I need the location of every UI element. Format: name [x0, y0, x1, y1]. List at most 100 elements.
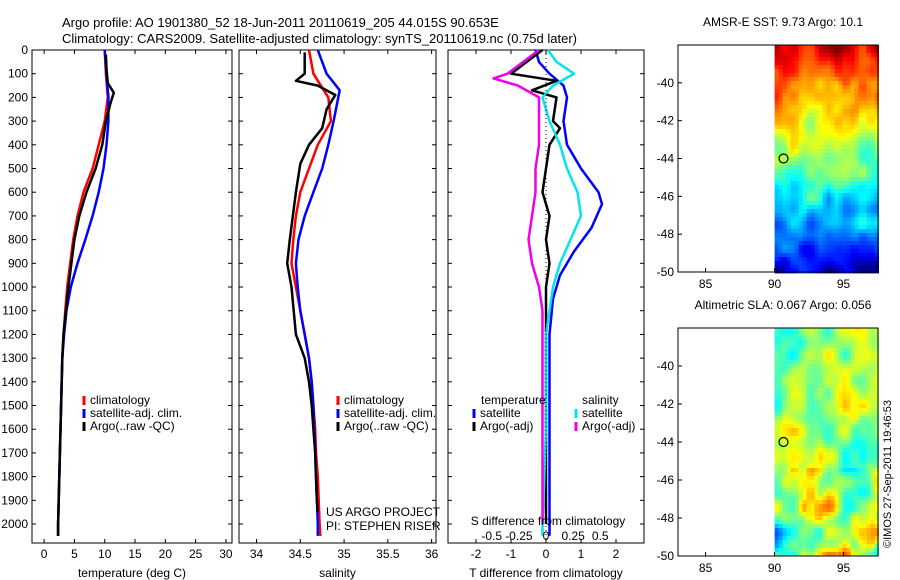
sst_map-cell	[806, 45, 811, 50]
sst_map-cell	[794, 85, 799, 90]
sla_map-cell	[822, 452, 827, 457]
sla_map-cell	[858, 420, 863, 425]
sla_map-cell	[834, 540, 839, 545]
sst_map-cell	[862, 113, 867, 118]
sla_map-cell	[834, 500, 839, 505]
sla_map-cell	[774, 528, 779, 533]
sst_map-ytick-label: -46	[657, 189, 675, 203]
sst_map-cell	[790, 213, 795, 218]
sla_map-cell	[786, 360, 791, 365]
temperature-ytick-label: 500	[8, 162, 28, 176]
sst_map-cell	[842, 45, 847, 50]
sla_map-cell	[814, 444, 819, 449]
sst_map-cell	[810, 149, 815, 154]
sla_map-cell	[854, 368, 859, 373]
sla_map-cell	[870, 524, 875, 529]
sla_map-cell	[810, 396, 815, 401]
sst_map-cell	[794, 261, 799, 266]
sst_map-cell	[862, 225, 867, 230]
sst_map-cell	[802, 265, 807, 270]
sst_map-cell	[846, 245, 851, 250]
sla_map-cell	[826, 352, 831, 357]
sst_map-cell	[846, 149, 851, 154]
sst_map-cell	[862, 77, 867, 82]
sst_map-cell	[858, 181, 863, 186]
sst_map-cell	[774, 61, 779, 66]
sla_map-cell	[870, 452, 875, 457]
sla_map-cell	[846, 392, 851, 397]
sla_map-cell	[786, 528, 791, 533]
sst_map-cell	[826, 153, 831, 158]
sst_map-cell	[842, 209, 847, 214]
sla_map-cell	[778, 352, 783, 357]
sst_map-cell	[874, 85, 879, 90]
sla_map-cell	[778, 428, 783, 433]
sst_map-cell	[782, 61, 787, 66]
sla_map-cell	[842, 360, 847, 365]
sst_map-cell	[838, 217, 843, 222]
sla_map-field	[774, 328, 879, 557]
sst_map-cell	[874, 165, 879, 170]
sst_map-cell	[778, 109, 783, 114]
sst_map-cell	[830, 233, 835, 238]
sla_map-cell	[814, 436, 819, 441]
sla_map-cell	[866, 388, 871, 393]
sla_map-cell	[874, 476, 879, 481]
sst_map-cell	[854, 229, 859, 234]
sla_map-cell	[830, 352, 835, 357]
sst_map-cell	[786, 121, 791, 126]
sla_map-cell	[854, 392, 859, 397]
sla_map-cell	[834, 328, 839, 333]
sla_map-cell	[790, 512, 795, 517]
sla_map-cell	[838, 364, 843, 369]
sla_map-cell	[778, 356, 783, 361]
sst_map-cell	[874, 245, 879, 250]
sst_map-cell	[790, 125, 795, 130]
sst_map-cell	[842, 105, 847, 110]
sla_map-cell	[838, 552, 843, 557]
sst_map-cell	[858, 237, 863, 242]
sst_map-cell	[858, 69, 863, 74]
sla_map-cell	[806, 480, 811, 485]
sst_map-cell	[874, 89, 879, 94]
sst_map-cell	[818, 265, 823, 270]
sla_map-cell	[798, 500, 803, 505]
sst_map-cell	[786, 229, 791, 234]
sla_map-cell	[842, 468, 847, 473]
sst_map-cell	[782, 105, 787, 110]
temperature-ytick-label: 1700	[1, 446, 28, 460]
sla_map-cell	[798, 440, 803, 445]
sst_map-cell	[774, 125, 779, 130]
sst_map-cell	[794, 185, 799, 190]
sst_map-cell	[822, 173, 827, 178]
sst_map-cell	[818, 93, 823, 98]
sst_map-cell	[830, 209, 835, 214]
sst_map-cell	[798, 69, 803, 74]
sst_map-cell	[850, 169, 855, 174]
sla_map-cell	[874, 456, 879, 461]
sst_map-cell	[862, 57, 867, 62]
sla_map-cell	[858, 364, 863, 369]
sst_map-cell	[874, 105, 879, 110]
temperature-legend-label: Argo(..raw -QC)	[90, 419, 175, 433]
sla_map-cell	[830, 552, 835, 557]
sla_map-cell	[830, 512, 835, 517]
sla_map-cell	[822, 528, 827, 533]
temperature-ytick-label: 1600	[1, 422, 28, 436]
sst_map-cell	[786, 257, 791, 262]
sla_map-cell	[822, 464, 827, 469]
sla_map-cell	[822, 384, 827, 389]
sst_map-cell	[778, 117, 783, 122]
sst_map-cell	[822, 237, 827, 242]
sst_map-cell	[794, 61, 799, 66]
sla_map-cell	[782, 340, 787, 345]
sla_map-cell	[814, 544, 819, 549]
sst_map-cell	[834, 189, 839, 194]
sla_map-cell	[790, 500, 795, 505]
sst_map-cell	[870, 141, 875, 146]
sst_map-cell	[858, 61, 863, 66]
sla_map-cell	[838, 384, 843, 389]
sst_map-cell	[842, 269, 847, 274]
sst_map-cell	[838, 257, 843, 262]
sst_map-cell	[782, 253, 787, 258]
